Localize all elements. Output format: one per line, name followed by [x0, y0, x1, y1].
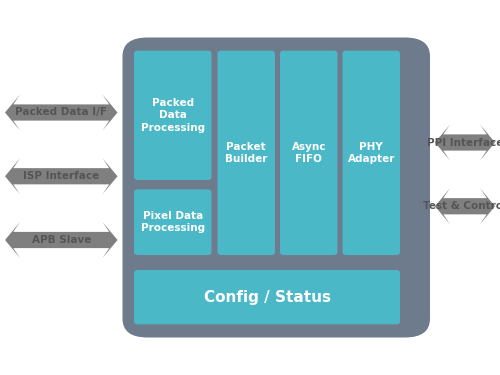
Polygon shape: [5, 158, 117, 194]
FancyBboxPatch shape: [218, 51, 275, 255]
Text: PHY
Adapter: PHY Adapter: [348, 142, 395, 164]
Text: PPI Interface: PPI Interface: [427, 138, 500, 147]
Polygon shape: [435, 188, 495, 224]
FancyBboxPatch shape: [134, 270, 400, 324]
FancyBboxPatch shape: [134, 51, 212, 180]
Text: Packed
Data
Processing: Packed Data Processing: [140, 98, 205, 133]
FancyBboxPatch shape: [280, 51, 338, 255]
FancyBboxPatch shape: [134, 189, 212, 255]
Text: Packet
Builder: Packet Builder: [225, 142, 268, 164]
Text: Test & Control: Test & Control: [423, 201, 500, 211]
Polygon shape: [5, 222, 117, 258]
FancyBboxPatch shape: [342, 51, 400, 255]
Text: Async
FIFO: Async FIFO: [292, 142, 326, 164]
Polygon shape: [435, 124, 495, 160]
Text: Config / Status: Config / Status: [204, 290, 330, 304]
Text: Packed Data I/F: Packed Data I/F: [15, 108, 107, 117]
Polygon shape: [5, 94, 117, 130]
Text: Pixel Data
Processing: Pixel Data Processing: [140, 211, 205, 233]
Text: APB Slave: APB Slave: [32, 235, 91, 245]
Text: ISP Interface: ISP Interface: [23, 171, 100, 181]
FancyBboxPatch shape: [122, 38, 430, 338]
